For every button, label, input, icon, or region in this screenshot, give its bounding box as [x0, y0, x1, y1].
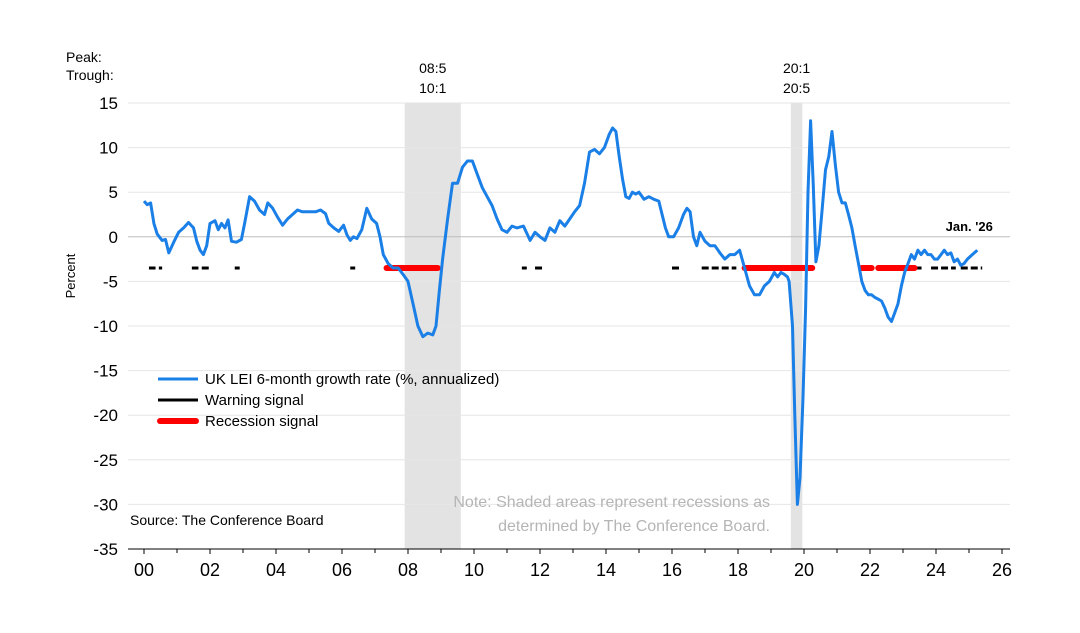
recession-trough-label: 10:1 — [419, 80, 446, 96]
y-tick-label: 10 — [99, 139, 118, 158]
x-tick-label: 18 — [728, 560, 748, 580]
y-tick-label: -10 — [93, 317, 118, 336]
legend: UK LEI 6-month growth rate (%, annualize… — [157, 371, 499, 430]
series-lines — [142, 119, 983, 506]
y-axis-title: Percent — [63, 253, 78, 298]
recession-peak-label: 08:5 — [419, 60, 446, 76]
legend-label-warning: Warning signal — [205, 392, 304, 409]
x-tick-label: 12 — [530, 560, 550, 580]
x-axis: 00 02 04 06 08 10 12 14 16 18 20 22 24 26 — [128, 548, 1012, 580]
peak-label: Peak: — [66, 49, 102, 65]
legend-label-lei: UK LEI 6-month growth rate (%, annualize… — [205, 371, 499, 388]
lei-growth-line — [142, 119, 979, 506]
x-tick-label: 10 — [464, 560, 484, 580]
x-tick-label: 14 — [596, 560, 616, 580]
y-axis: 15 10 5 0 -5 -10 -15 -20 -25 -30 -35 — [93, 94, 118, 559]
x-tick-label: 16 — [662, 560, 682, 580]
y-tick-label: -35 — [93, 540, 118, 559]
note-line-1: Note: Shaded areas represent recessions … — [453, 494, 770, 511]
x-tick-label: 22 — [860, 560, 880, 580]
x-tick-label: 00 — [134, 560, 154, 580]
y-tick-label: -5 — [103, 272, 118, 291]
y-tick-label: 5 — [109, 183, 118, 202]
x-tick-label: 20 — [794, 560, 814, 580]
legend-label-recession: Recession signal — [205, 413, 318, 430]
trough-label: Trough: — [66, 67, 114, 83]
x-tick-label: 08 — [398, 560, 418, 580]
x-tick-label: 26 — [992, 560, 1012, 580]
recession-trough-label: 20:5 — [783, 80, 810, 96]
source-text: Source: The Conference Board — [130, 512, 324, 528]
y-tick-label: -30 — [93, 495, 118, 514]
gridlines — [128, 102, 1010, 550]
x-tick-label: 06 — [332, 560, 352, 580]
chart-labels: 08:5 10:1 20:1 20:5 Jan. '26 — [419, 60, 993, 234]
y-tick-label: 15 — [99, 94, 118, 113]
x-tick-label: 24 — [926, 560, 946, 580]
y-tick-label: -15 — [93, 362, 118, 381]
note-line-2: determined by The Conference Board. — [498, 518, 770, 535]
x-tick-label: 02 — [200, 560, 220, 580]
x-tick-label: 04 — [266, 560, 286, 580]
y-tick-label: -25 — [93, 451, 118, 470]
latest-date-annotation: Jan. '26 — [946, 219, 993, 234]
y-tick-label: 0 — [109, 228, 118, 247]
y-tick-label: -20 — [93, 406, 118, 425]
recession-peak-label: 20:1 — [783, 60, 810, 76]
